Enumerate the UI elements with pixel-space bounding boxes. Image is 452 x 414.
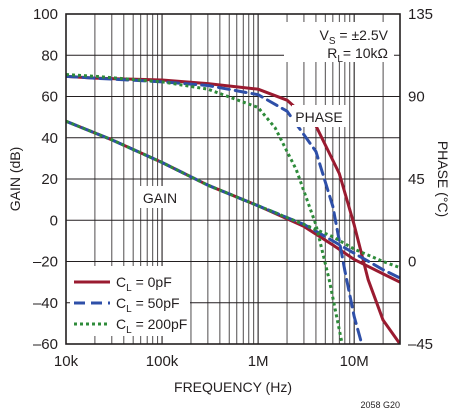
y-right-tick-label: 45 xyxy=(408,171,425,188)
legend-label-1: CL = 50pF xyxy=(116,295,180,315)
y-left-tick-label: –60 xyxy=(33,336,58,353)
y-left-tick-label: 60 xyxy=(41,89,58,106)
gain-curve-2 xyxy=(66,119,400,270)
phase-curve-2 xyxy=(66,73,344,344)
grid xyxy=(66,14,401,344)
legend-background xyxy=(70,266,190,336)
y-left-tick-label: 40 xyxy=(41,130,58,147)
y-left-tick-label: –40 xyxy=(33,295,58,312)
phase-label-background xyxy=(292,105,346,127)
gain-label-background xyxy=(135,186,185,208)
condition-rl: RL= 10kΩ xyxy=(327,45,388,65)
y-right-tick-label: 90 xyxy=(408,89,425,106)
y-left-tick-label: 20 xyxy=(41,171,58,188)
y-left-tick-label: 80 xyxy=(41,47,58,64)
x-tick-label: 10M xyxy=(340,353,369,370)
y-left-tick-label: –20 xyxy=(33,254,58,271)
plot-frame xyxy=(65,13,401,345)
condition-vs: VS = ±2.5V xyxy=(320,27,389,47)
y-right-tick-label: 0 xyxy=(408,254,416,271)
figure-code: 2058 G20 xyxy=(360,400,400,410)
legend-label-0: CL = 0pF xyxy=(116,274,172,294)
x-tick-label: 10k xyxy=(54,353,79,370)
y-axis-right-title: PHASE (°C) xyxy=(435,141,451,217)
y-right-tick-label: –45 xyxy=(408,336,433,353)
x-axis-title: FREQUENCY (Hz) xyxy=(174,379,292,395)
x-tick-label: 100k xyxy=(146,353,179,370)
legend-label-2: CL = 200pF xyxy=(116,316,187,336)
y-left-tick-label: 0 xyxy=(50,212,58,229)
gain-annotation: GAIN xyxy=(143,190,177,206)
y-axis-left-title: GAIN (dB) xyxy=(7,147,23,212)
x-tick-label: 1M xyxy=(248,353,269,370)
gain-curve-1 xyxy=(66,119,400,280)
conditions-background xyxy=(284,22,394,62)
phase-annotation: PHASE xyxy=(295,109,342,125)
y-right-tick-label: 135 xyxy=(408,6,433,23)
y-left-tick-label: 100 xyxy=(33,6,58,23)
tick-labels: 10k 100k 1M 10M 100 80 60 40 20 0 –20 –40 –60 135 90 45… xyxy=(33,6,433,370)
